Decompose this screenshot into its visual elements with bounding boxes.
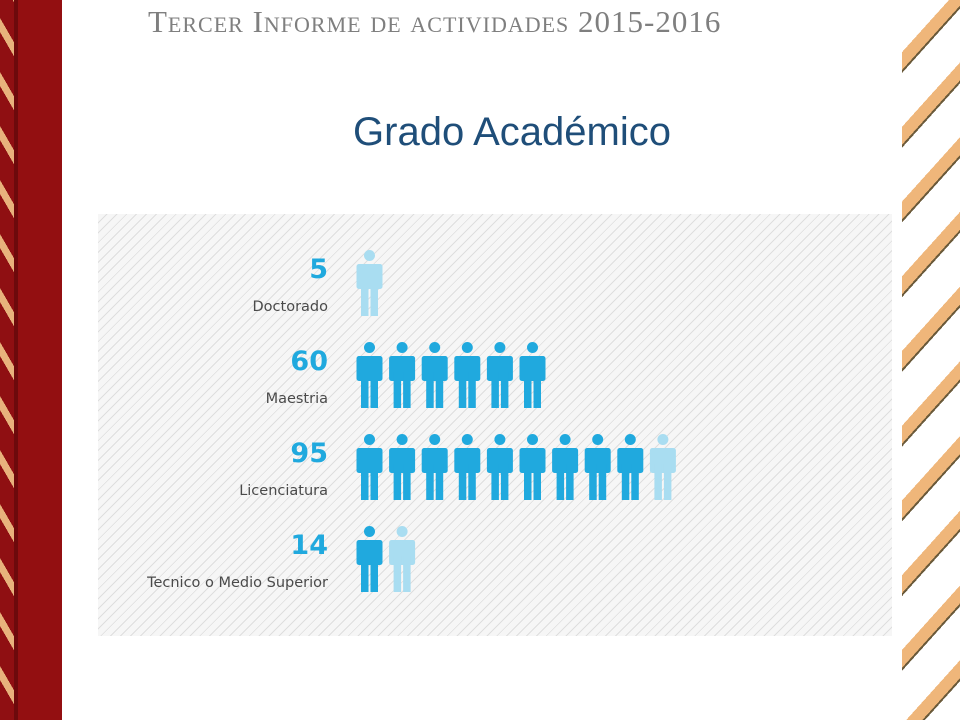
category-label: Tecnico o Medio Superior	[146, 575, 328, 591]
right-decorative-band	[902, 0, 960, 720]
value-label: 95	[290, 438, 328, 469]
person-icon	[552, 434, 579, 500]
left-red-stripe	[14, 0, 62, 720]
person-icon	[421, 342, 448, 408]
person-icon	[486, 342, 513, 408]
person-icon	[454, 342, 481, 408]
person-icon-partial	[389, 526, 416, 592]
person-icon	[356, 342, 383, 408]
person-icon	[519, 434, 546, 500]
person-icon	[421, 434, 448, 500]
person-icon	[356, 434, 383, 500]
chart-panel	[98, 214, 892, 636]
chart-row-maestria: 60 Maestria	[266, 342, 546, 408]
person-icon-partial	[649, 434, 676, 500]
category-label: Doctorado	[253, 299, 329, 315]
person-icon-partial	[356, 250, 383, 316]
person-icon	[617, 434, 644, 500]
report-header-title: Tercer Informe de actividades 2015-2016	[148, 4, 722, 39]
chart-row-doctorado: 5 Doctorado	[253, 250, 383, 316]
category-label: Licenciatura	[239, 483, 328, 499]
value-label: 14	[290, 530, 328, 561]
pictogram-chart: 5 Doctorado 60 Maestria 95 Licenciatura 14 Tecn…	[146, 250, 676, 592]
value-label: 5	[309, 254, 328, 285]
chart-row-licenciatura: 95 Licenciatura	[239, 434, 676, 500]
person-icon	[584, 434, 611, 500]
person-icon	[389, 342, 416, 408]
person-icon	[389, 434, 416, 500]
person-icon	[486, 434, 513, 500]
chart-row-tecnico-o-medio-superior: 14 Tecnico o Medio Superior	[146, 526, 416, 592]
person-icon	[356, 526, 383, 592]
value-label: 60	[290, 346, 328, 377]
category-label: Maestria	[266, 391, 328, 407]
person-icon	[519, 342, 546, 408]
slide-title: Grado Académico	[353, 110, 671, 154]
person-icon	[454, 434, 481, 500]
